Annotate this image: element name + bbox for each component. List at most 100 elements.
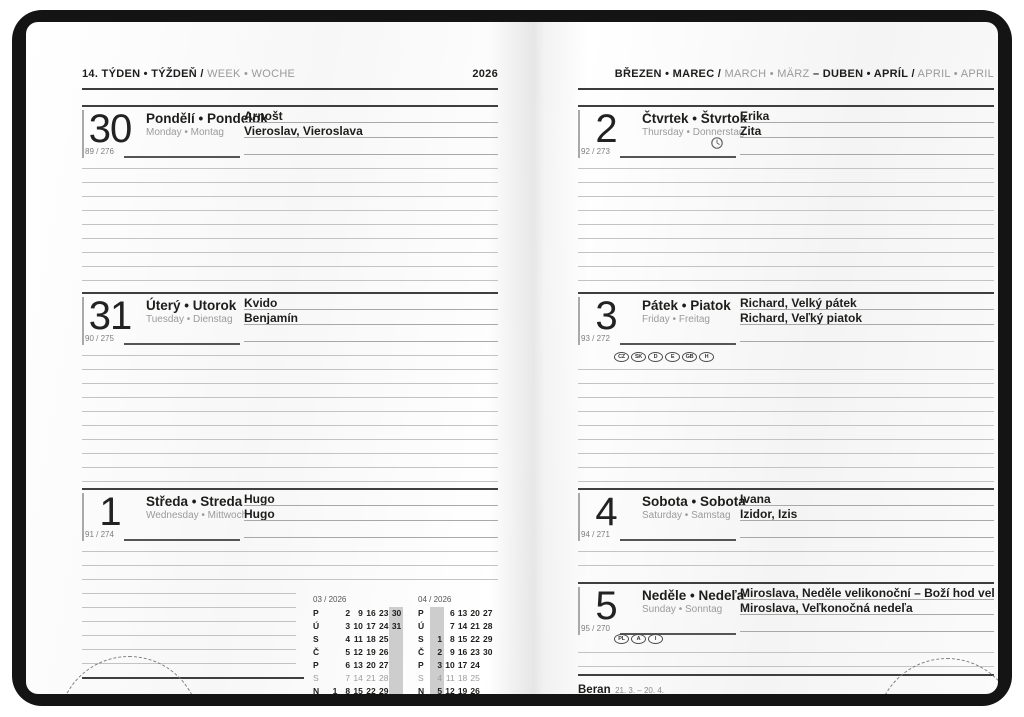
- current-week-highlight: [430, 607, 444, 694]
- day-number-bar: [578, 493, 580, 541]
- month-header-segment: APRIL • APRIL: [914, 68, 994, 80]
- ruled-line: [578, 453, 994, 454]
- ruled-line: [82, 551, 498, 552]
- entry-rule: [740, 154, 994, 155]
- ruled-line: [82, 565, 498, 566]
- mini-calendar-date: 17: [366, 621, 376, 631]
- holiday-country-badge: PL: [614, 634, 629, 644]
- name-day-entry: Miroslava, Veľkonočná nedeľa: [740, 601, 913, 615]
- holiday-country-badge: SK: [631, 352, 646, 362]
- ruled-line: [578, 565, 994, 566]
- mini-calendar-date: 18: [457, 673, 468, 683]
- entry-rule: [740, 631, 994, 632]
- ruled-line: [82, 266, 498, 267]
- month-header-segment: DUBEN • APRÍL /: [822, 68, 915, 80]
- zodiac-note: Beran 21. 3. – 20. 4.: [578, 680, 994, 694]
- day-number: 1: [99, 490, 121, 534]
- day-count-rule: [124, 156, 240, 158]
- day-name-en-de: Friday • Freitag: [642, 314, 710, 325]
- ruled-line: [82, 280, 498, 281]
- mini-calendar-date: 28: [379, 673, 389, 683]
- day-top-rule: [82, 488, 498, 490]
- entry-rule: [244, 309, 498, 310]
- mini-calendar-date: 20: [470, 608, 480, 618]
- entry-rule: [244, 505, 498, 506]
- name-day-entry: Ivana: [740, 492, 771, 506]
- mini-calendar-date: 5: [345, 647, 351, 657]
- entry-rule: [740, 614, 994, 615]
- mini-calendar-date: 19: [457, 686, 468, 694]
- mini-calendar-date: 25: [470, 673, 480, 683]
- mini-calendar-date: 24: [470, 660, 480, 670]
- mini-calendar-date: 21: [366, 673, 376, 683]
- day-of-year-count: 95 / 270: [581, 624, 610, 633]
- ruled-line: [82, 467, 498, 468]
- day-number-bar: [578, 297, 580, 345]
- name-day-entry: Zita: [740, 124, 762, 138]
- entry-rule: [740, 122, 994, 123]
- entry-rule: [244, 324, 498, 325]
- mini-calendar-date: 12: [353, 647, 363, 657]
- day-name-en-de: Wednesday • Mittwoch: [146, 510, 248, 521]
- holiday-country-codes: PL A I: [614, 634, 663, 644]
- day-of-year-count: 91 / 274: [85, 530, 114, 539]
- mini-calendar-date: 1: [437, 634, 443, 644]
- mini-calendar-day-label: S: [418, 673, 424, 683]
- mini-calendar-date: 24: [379, 621, 389, 631]
- mini-calendar-date: 15: [457, 634, 468, 644]
- holiday-country-badge: H: [699, 352, 714, 362]
- day-top-rule: [82, 105, 498, 107]
- mini-calendar-day-label: S: [313, 673, 319, 683]
- mini-calendar-date: 31: [391, 621, 402, 631]
- ruled-line: [82, 252, 498, 253]
- mini-calendar-date: 3: [345, 621, 351, 631]
- day-of-year-count: 92 / 273: [581, 147, 610, 156]
- day-name-cs-sk: Středa • Streda: [146, 494, 243, 509]
- right-bottom-rule: [578, 674, 994, 676]
- mini-calendar-date: 11: [353, 634, 363, 644]
- ruled-line: [82, 369, 498, 370]
- entry-rule: [740, 324, 994, 325]
- mini-calendar-date: 28: [483, 621, 493, 631]
- mini-calendar-date: 27: [379, 660, 389, 670]
- ruled-line: [578, 280, 994, 281]
- entry-rule: [244, 520, 498, 521]
- holiday-country-badge: A: [631, 634, 646, 644]
- mini-calendar-date: 4: [437, 673, 443, 683]
- entry-rule: [244, 537, 498, 538]
- ruled-line: [82, 621, 296, 622]
- day-top-rule: [578, 292, 994, 294]
- mini-calendar-day-label: Ú: [418, 621, 425, 631]
- ruled-line: [82, 411, 498, 412]
- day-count-rule: [620, 633, 736, 635]
- mini-calendar-date: 22: [470, 634, 480, 644]
- ruled-line: [578, 369, 994, 370]
- day-name-en-de: Saturday • Samstag: [642, 510, 731, 521]
- name-day-entry: Izidor, Izis: [740, 507, 798, 521]
- mini-calendar-day-label: S: [313, 634, 319, 644]
- mini-calendar-date: 29: [483, 634, 493, 644]
- mini-calendar-date: 10: [353, 621, 363, 631]
- ruled-line: [82, 168, 498, 169]
- mini-calendar-date: 23: [470, 647, 480, 657]
- ruled-line: [82, 210, 498, 211]
- mini-calendar-date: 18: [366, 634, 376, 644]
- ruled-line: [578, 210, 994, 211]
- week-label: 14. TÝDEN • TÝŽDEŇ /: [82, 68, 204, 80]
- holiday-country-badge: E: [665, 352, 680, 362]
- ruled-line: [578, 652, 994, 653]
- ruled-line: [82, 663, 296, 664]
- day-count-rule: [620, 343, 736, 345]
- ruled-line: [578, 425, 994, 426]
- entry-rule: [244, 341, 498, 342]
- mini-calendar-date: 6: [449, 608, 455, 618]
- entry-rule: [244, 137, 498, 138]
- entry-rule: [740, 505, 994, 506]
- year-label: 2026: [472, 68, 498, 80]
- name-day-entry: Richard, Velký pátek: [740, 296, 857, 310]
- mini-calendar-date: 3: [437, 660, 443, 670]
- month-header-segment: BŘEZEN • MAREC /: [614, 68, 722, 80]
- name-day-entry: Miroslava, Neděle velikonoční – Boží hod…: [740, 586, 994, 600]
- ruled-line: [578, 666, 994, 667]
